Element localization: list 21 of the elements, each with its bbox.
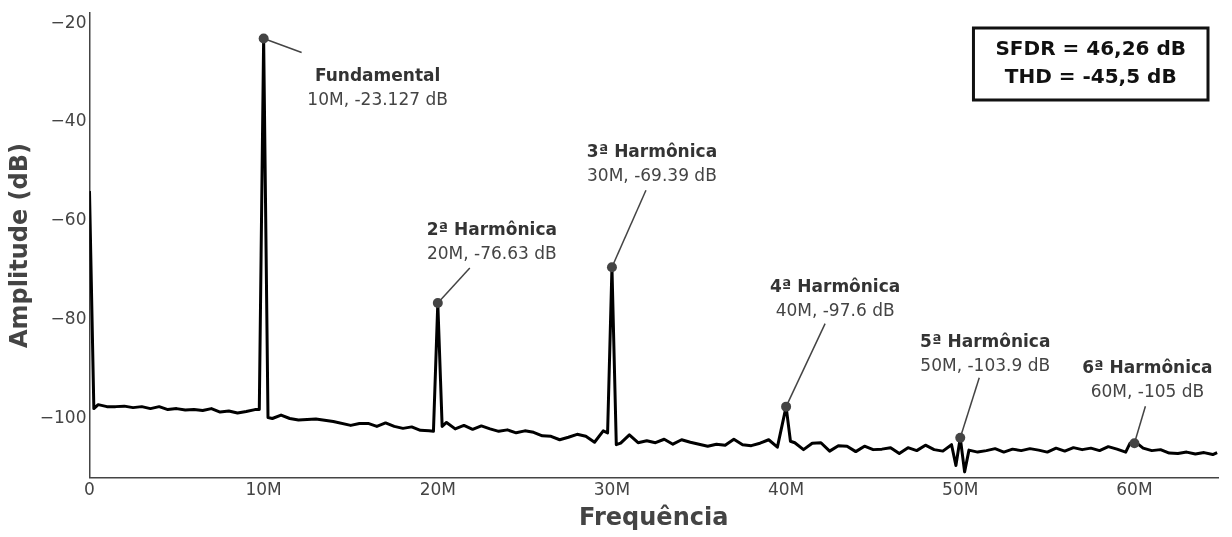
x-tick-label: 10M bbox=[245, 479, 282, 500]
y-tick-label: −40 bbox=[50, 110, 87, 131]
annotation: 5ª Harmônica 50M, -103.9 dB bbox=[920, 330, 1051, 375]
y-axis-title: Amplitude (dB) bbox=[4, 143, 33, 348]
x-tick-label: 30M bbox=[593, 479, 631, 500]
x-tick-label: 60M bbox=[1116, 479, 1153, 500]
annotation: 3ª Harmônica 30M, -69.39 dB bbox=[586, 141, 718, 186]
y-tick-label: −100 bbox=[39, 406, 87, 427]
annotation: 6ª Harmônica 60M, -105 dB bbox=[1082, 357, 1213, 402]
y-tick-label: −20 bbox=[50, 11, 87, 32]
annotation: SFDR = 46,26 dB THD = -45,5 dB bbox=[995, 36, 1186, 89]
x-tick-label: 20M bbox=[419, 479, 456, 500]
y-tick-label: −80 bbox=[50, 308, 87, 329]
x-axis-title: Frequência bbox=[579, 502, 729, 531]
x-tick-label: 0 bbox=[84, 479, 95, 500]
annotation: Fundamental 10M, -23.127 dB bbox=[307, 65, 448, 110]
y-tick-label: −60 bbox=[50, 209, 87, 230]
x-tick-label: 40M bbox=[767, 479, 805, 500]
x-tick-label: 50M bbox=[942, 479, 979, 500]
annotation: 4ª Harmônica 40M, -97.6 dB bbox=[769, 275, 901, 320]
annotation: 2ª Harmônica 20M, -76.63 dB bbox=[426, 218, 557, 263]
